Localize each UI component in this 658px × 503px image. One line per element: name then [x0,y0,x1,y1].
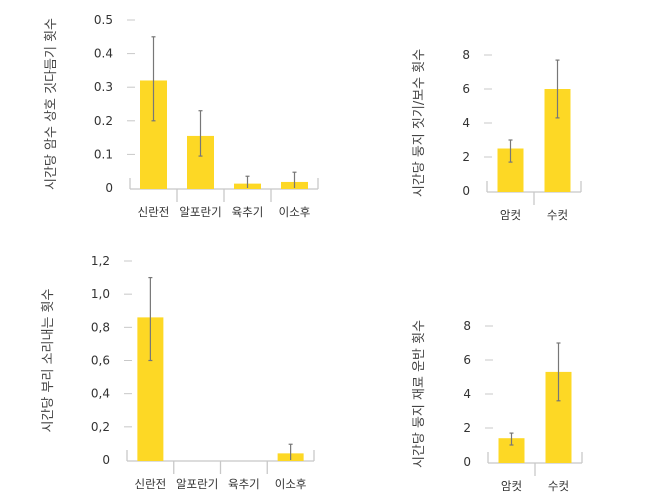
y-tick-label: 1,2 [91,254,110,268]
y-tick-label: 0.4 [94,47,113,61]
y-axis-label: 시간당 암수 상호 깃다듬기 횟수 [44,18,59,190]
y-tick-label: 2 [463,421,471,435]
x-category-label: 이소후 [279,205,311,219]
y-tick-label: 0,8 [91,320,110,334]
x-category-label: 이소후 [275,477,307,491]
chart-panel-1: 0 0.1 0.2 0.3 0.4 0.5 신란전 알포란기 육추기 이소후 시간당 암수 상호 깃… [44,13,319,219]
y-axis-label: 시간당 둥지 짓기/보수 횟수 [412,49,427,197]
y-tick-label: 0.2 [94,114,113,128]
y-tick-label: 0.3 [94,80,113,94]
y-tick-label: 8 [462,48,470,62]
x-category-label: 수컷 [548,479,569,493]
x-category-label: 신란전 [135,477,167,491]
y-axis-label: 시간당 부리 소리내는 횟수 [41,288,56,432]
x-category-label: 알포란기 [179,205,221,219]
chart-panel-3: 0 0,2 0,4 0,6 0,8 1,0 1,2 신란전 알포란기 육추기 이소후 시간당 부리 소… [41,254,315,491]
y-tick-label: 0.1 [94,147,113,161]
y-tick-label: 0,2 [91,420,110,434]
y-tick-label: 6 [463,353,471,367]
y-axis-label: 시간당 둥지 재료 운반 횟수 [412,320,427,468]
y-tick-label: 2 [462,150,470,164]
y-tick-label: 0 [105,181,113,195]
x-category-label: 육추기 [232,205,264,219]
y-tick-label: 0,6 [91,354,110,368]
y-tick-label: 0 [102,453,110,467]
chart-panel-2: 0 2 4 6 8 암컷 수컷 시간당 둥지 짓기/보수 횟수 [412,48,582,222]
x-category-label: 암컷 [501,479,522,493]
y-tick-label: 0.5 [94,13,113,27]
x-category-label: 암컷 [500,208,521,222]
y-tick-label: 8 [463,319,471,333]
y-tick-label: 0 [462,184,470,198]
y-tick-label: 6 [462,82,470,96]
y-tick-label: 0,4 [91,387,110,401]
y-tick-label: 4 [463,387,471,401]
x-category-label: 알포란기 [176,477,218,491]
x-category-label: 육추기 [228,477,260,491]
y-tick-label: 0 [463,455,471,469]
x-category-label: 수컷 [547,208,568,222]
x-category-label: 신란전 [138,205,170,219]
chart-panel-4: 0 2 4 6 8 암컷 수컷 시간당 둥지 재료 운반 횟수 [412,319,583,493]
y-tick-label: 4 [462,116,470,130]
y-tick-label: 1,0 [91,287,110,301]
